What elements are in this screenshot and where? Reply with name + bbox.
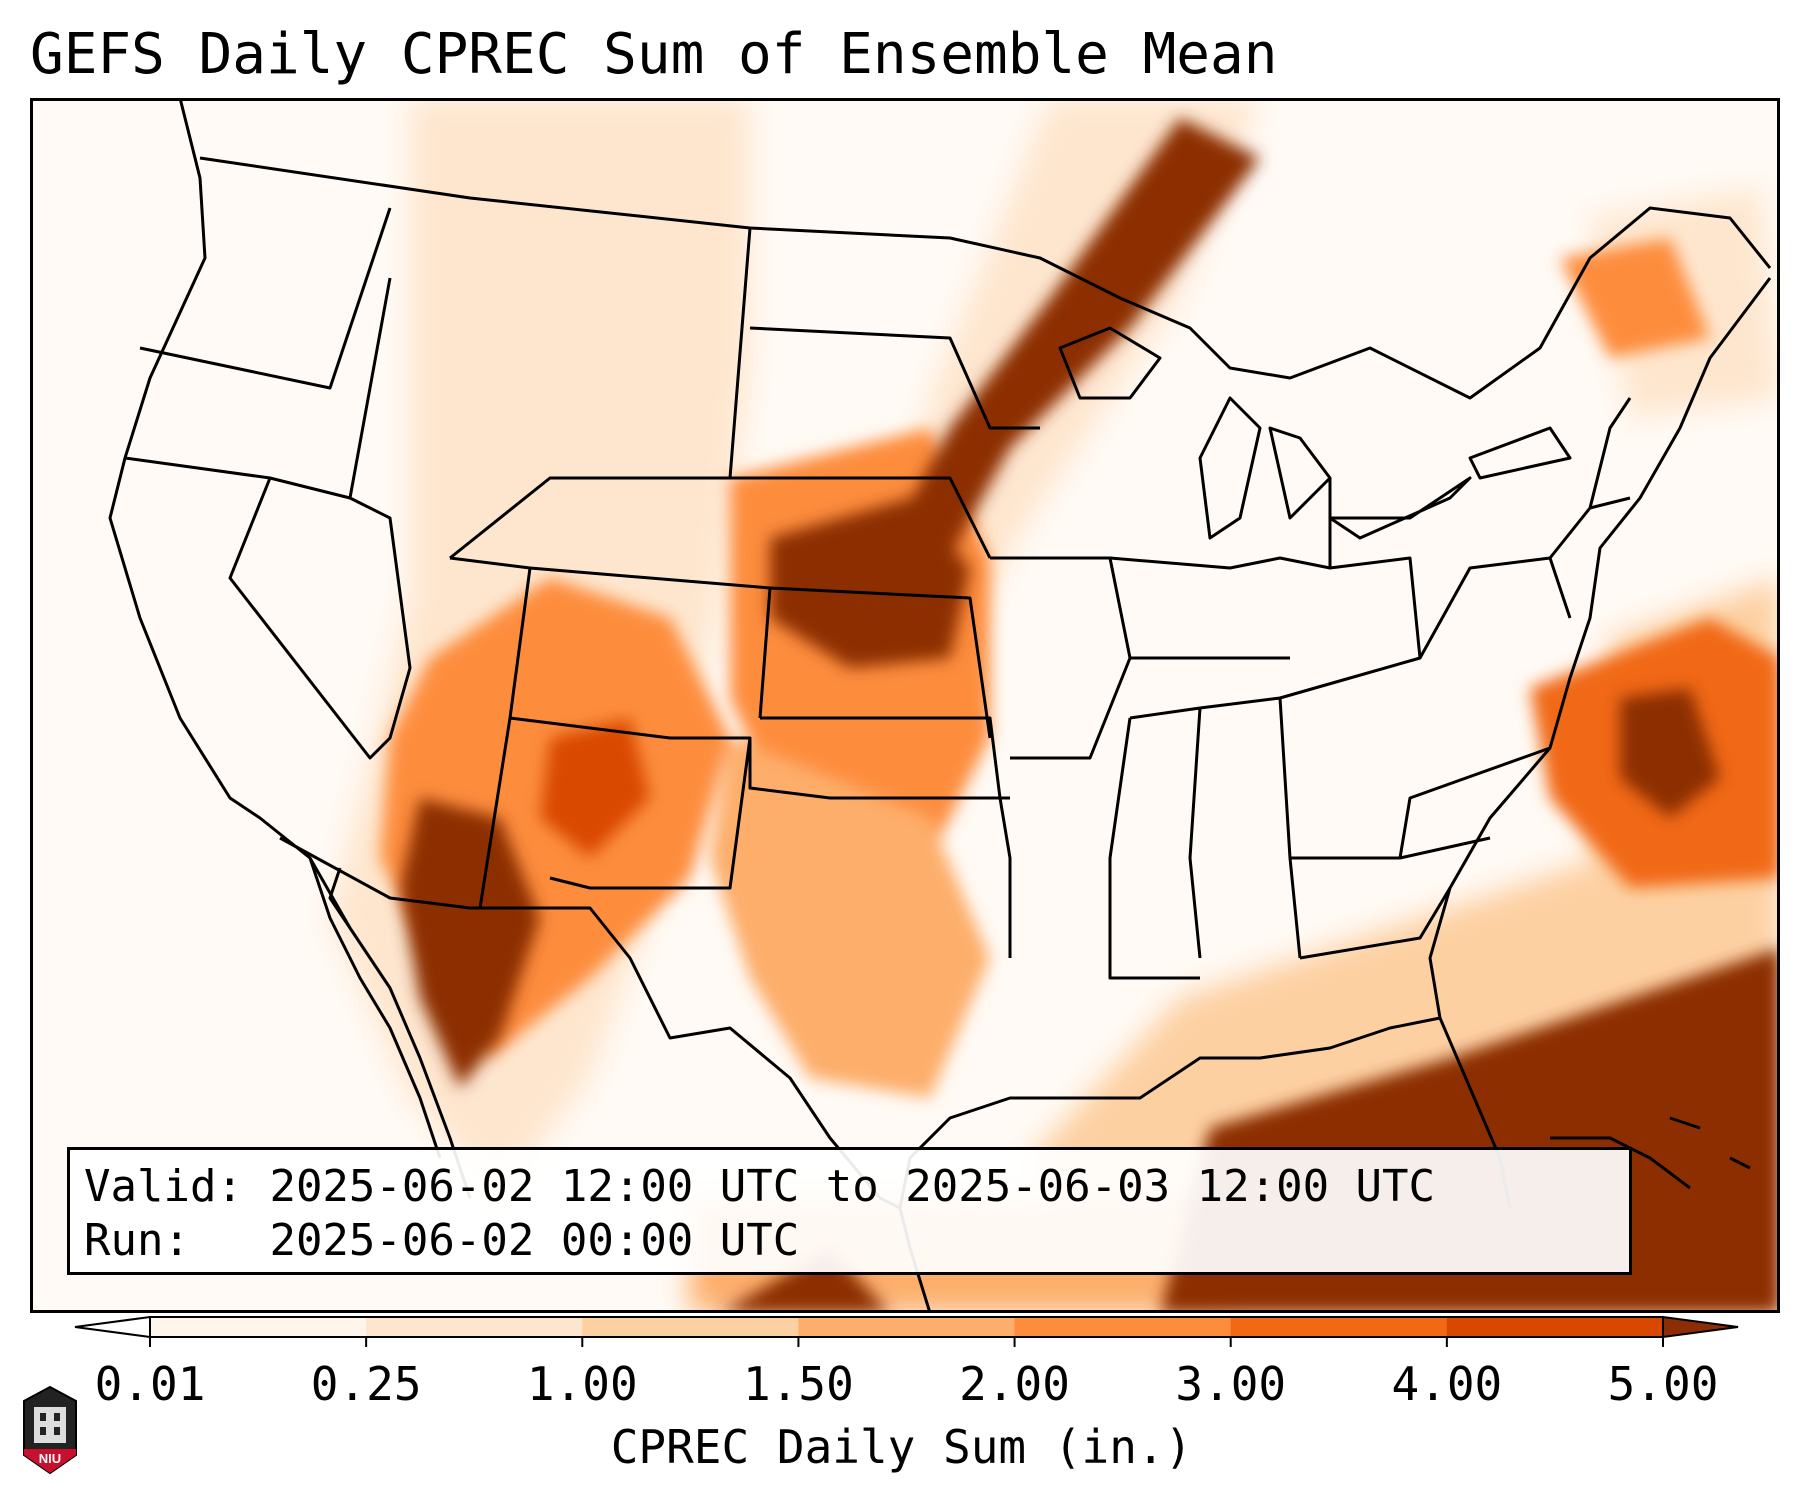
run-label: Run: [84,1215,243,1266]
us-canada-border [199,156,1772,400]
colorbar-segment [1230,1317,1448,1337]
valid-line: Valid: 2025-06-02 12:00 UTC to 2025-06-0… [84,1160,1615,1214]
colorbar-under-arrow [74,1315,151,1339]
colorbar-segment [1014,1317,1232,1337]
colorbar-segment [150,1317,367,1337]
colorbar-segments [150,1317,1664,1337]
colorbar-tick-label: 3.00 [1175,1357,1287,1411]
run-line: Run: 2025-06-02 00:00 UTC [84,1214,1615,1268]
colorbar-tick-label: 0.25 [310,1357,422,1411]
state-lines-central [730,326,1132,958]
valid-value: 2025-06-02 12:00 UTC to 2025-06-03 12:00… [269,1161,1436,1212]
colorbar-segment [798,1317,1016,1337]
colorbar-tick-label: 5.00 [1607,1357,1719,1411]
logo-text: NIU [39,1451,61,1466]
map-border [30,98,1780,1313]
colorbar-ticks [149,1337,1664,1347]
baja-peninsula [308,857,442,1159]
chart-title: GEFS Daily CPREC Sum of Ensemble Mean [30,22,1278,87]
colorbar-tick-label: 1.50 [743,1357,854,1411]
colorbar-over-arrow [1662,1315,1739,1339]
niu-logo: NIU [20,1385,80,1477]
colorbar-tick-label: 2.00 [959,1357,1070,1411]
colorbar-tick-label: 0.01 [94,1357,206,1411]
colorbar-outline [149,1316,1664,1338]
colorbar-segment [1446,1317,1664,1337]
colorbar [74,1315,1739,1347]
state-lines-east [1108,397,1632,980]
valid-label: Valid: [84,1161,243,1212]
colorbar-tick-label: 4.00 [1391,1357,1503,1411]
precip-map [30,98,1780,1313]
colorbar-tick-label: 1.00 [526,1357,638,1411]
colorbar-segment [582,1317,799,1337]
info-box: Valid: 2025-06-02 12:00 UTC to 2025-06-0… [67,1147,1632,1275]
run-value: 2025-06-02 00:00 UTC [269,1215,800,1266]
colorbar-label: CPREC Daily Sum (in.) [610,1420,1193,1474]
us-west-coast [108,98,472,1199]
colorbar-segment [366,1317,583,1337]
